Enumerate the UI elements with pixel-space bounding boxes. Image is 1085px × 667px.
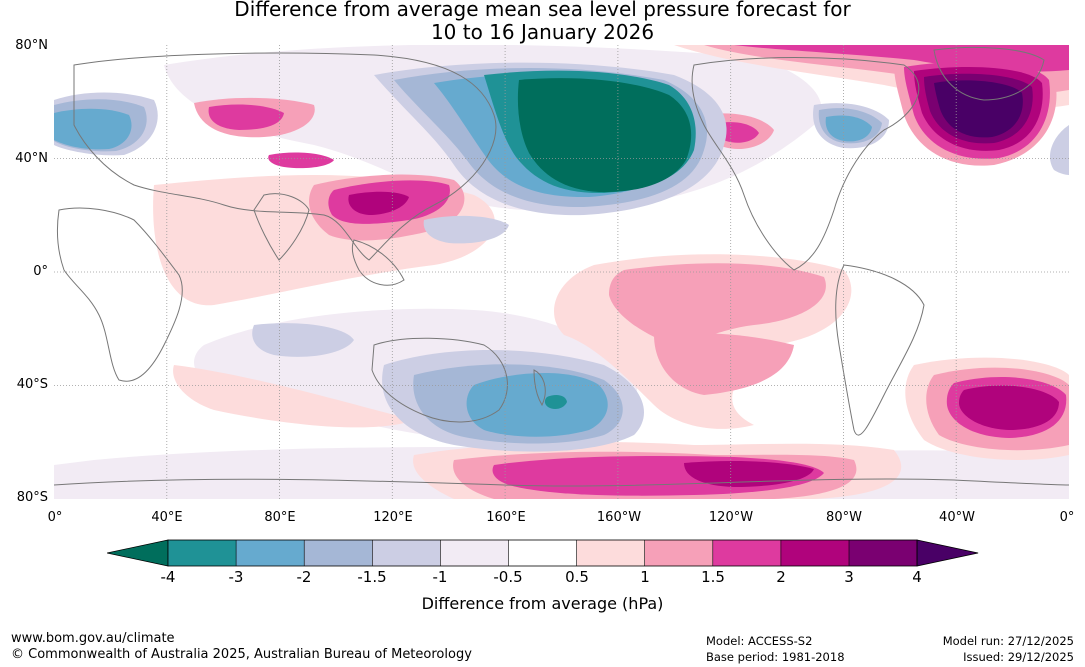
colorbar-cell	[576, 540, 646, 566]
colorbar-label: Difference from average (hPa)	[421, 594, 664, 613]
colorbar-extend-low	[107, 539, 169, 567]
colorbar-cell	[780, 540, 850, 566]
negative-4hpa-core	[517, 78, 692, 193]
negative-4hpa-new-zealand	[544, 394, 567, 410]
footer-url[interactable]: www.bom.gov.au/climate	[11, 631, 175, 646]
graticule	[54, 45, 1069, 499]
strong-positive-central-asia	[208, 104, 284, 130]
positive-2hpa-east-asia	[348, 191, 409, 215]
north-america-outline	[691, 57, 920, 271]
colorbar-tick: -2	[296, 568, 312, 586]
south-america-outline	[835, 264, 925, 436]
lat-label-80s: 80°S	[16, 490, 48, 505]
map-title: Difference from average mean sea level p…	[0, 0, 1085, 44]
colorbar-tick: -1.5	[357, 568, 387, 586]
colorbar-tick: -3	[228, 568, 244, 586]
colorbar-cell	[372, 540, 441, 566]
antarctica-outline	[54, 478, 1069, 487]
footer-issued: Issued: 29/12/2025	[963, 650, 1074, 664]
lon-label-0-left: 0°	[47, 510, 63, 525]
lat-label-40n: 40°N	[15, 151, 48, 166]
positive-2hpa-south-atlantic	[959, 385, 1059, 430]
colorbar-cell	[236, 540, 305, 566]
new-zealand-outline	[533, 369, 546, 407]
positive-east-pacific-tongue	[654, 333, 794, 395]
colorbar-tick: -4	[160, 568, 176, 586]
pressure-anomaly-map	[54, 45, 1069, 499]
lon-label-40w: 40°W	[939, 510, 975, 525]
footer-copyright: © Commonwealth of Australia 2025, Austra…	[11, 647, 472, 662]
colorbar-cells	[107, 539, 979, 567]
lon-label-80e: 80°E	[264, 510, 296, 525]
weak-positive-south-ring	[173, 365, 414, 428]
colorbar-cell	[644, 540, 714, 566]
footer-base-period: Base period: 1981-2018	[706, 650, 845, 664]
footer-left: www.bom.gov.au/climate © Commonwealth of…	[11, 631, 472, 663]
colorbar-cell	[304, 540, 373, 566]
coastlines	[54, 47, 1069, 487]
colorbar-tick: 3	[844, 568, 854, 586]
lat-label-0: 0°	[33, 264, 48, 279]
australia-outline	[371, 337, 508, 423]
colorbar-cell	[849, 540, 918, 566]
colorbar-extend-high	[916, 539, 979, 567]
colorbar-tick: -1	[432, 568, 448, 586]
title-line-1: Difference from average mean sea level p…	[234, 0, 851, 21]
footer-model-info: Model: ACCESS-S2 Base period: 1981-2018	[706, 633, 845, 665]
negative-europe-east	[1049, 125, 1069, 175]
colorbar-tick: 1	[640, 568, 650, 586]
colorbar-tick: 2	[776, 568, 786, 586]
colorbar-tick: 4	[912, 568, 922, 586]
eurasia-outline	[73, 52, 497, 261]
colorbar-tick: 1.5	[701, 568, 725, 586]
strong-positive-arctic	[734, 45, 1069, 72]
strong-positive-nw-america	[716, 122, 759, 143]
positive-south-pacific-core	[609, 263, 826, 345]
footer-model: Model: ACCESS-S2	[706, 634, 813, 648]
colorbar-cell	[440, 540, 509, 566]
negative-indian-ocean	[252, 323, 354, 357]
india-outline	[253, 193, 310, 261]
africa-outline	[56, 207, 183, 382]
lon-label-80w: 80°W	[826, 510, 862, 525]
strong-positive-tibet	[268, 152, 334, 169]
lon-label-40e: 40°E	[151, 510, 183, 525]
lat-label-80n: 80°N	[15, 38, 48, 53]
footer-dates: Model run: 27/12/2025 Issued: 29/12/2025	[943, 633, 1074, 665]
lon-label-120w: 120°W	[708, 510, 754, 525]
colorbar-cell	[712, 540, 782, 566]
greenland-outline	[933, 47, 1045, 101]
negative-3hpa-europe	[54, 108, 132, 150]
colorbar-cell	[168, 540, 237, 566]
lon-label-0-right: 0°	[1059, 510, 1075, 525]
lon-label-160w: 160°W	[596, 510, 642, 525]
lon-label-120e: 120°E	[373, 510, 413, 525]
colorbar-tick: 0.5	[565, 568, 589, 586]
footer-model-run: Model run: 27/12/2025	[942, 634, 1074, 648]
negative-3hpa-new-zealand	[466, 372, 608, 437]
title-line-2: 10 to 16 January 2026	[430, 20, 655, 44]
lat-label-40s: 40°S	[16, 377, 48, 392]
lon-label-160e: 160°E	[486, 510, 526, 525]
colorbar	[107, 539, 979, 567]
negative-west-pacific	[423, 215, 509, 244]
negative-3hpa-north-america	[825, 115, 872, 142]
map-svg	[54, 45, 1069, 499]
colorbar-cell	[508, 540, 578, 566]
colorbar-tick: -0.5	[493, 568, 523, 586]
southeast-asia-outline	[351, 239, 405, 286]
